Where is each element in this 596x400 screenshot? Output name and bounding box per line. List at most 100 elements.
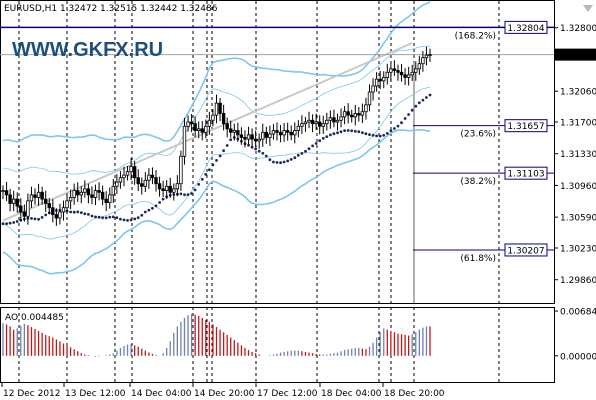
sar-dot bbox=[204, 173, 208, 176]
sar-dot bbox=[417, 101, 421, 105]
sar-dot bbox=[40, 216, 44, 219]
candle-body bbox=[40, 191, 44, 200]
sar-dot bbox=[126, 219, 129, 222]
sar-dot bbox=[272, 160, 275, 164]
candle-body bbox=[182, 125, 187, 157]
candle-body bbox=[257, 138, 261, 142]
candle-body bbox=[303, 121, 308, 125]
price-tick-label: 1.31700 bbox=[560, 119, 596, 129]
candle-body bbox=[364, 104, 368, 113]
candle-body bbox=[150, 174, 155, 179]
sar-dot bbox=[5, 222, 8, 226]
sar-dot bbox=[122, 218, 126, 222]
candle-body bbox=[428, 54, 432, 57]
sar-dot bbox=[371, 133, 375, 137]
price-tick-label: 1.30230 bbox=[560, 245, 596, 255]
sar-dot bbox=[90, 214, 94, 218]
candle-body bbox=[175, 183, 180, 190]
candle-body bbox=[314, 121, 318, 125]
sar-dot bbox=[339, 130, 343, 134]
fib-level-label: (23.6%) bbox=[460, 130, 496, 140]
sar-dot bbox=[361, 131, 364, 135]
sar-dot bbox=[115, 216, 119, 220]
candle-body bbox=[111, 185, 116, 196]
candle-body bbox=[197, 128, 201, 131]
sar-dot bbox=[275, 161, 279, 164]
sar-dot bbox=[129, 218, 133, 222]
sar-dot bbox=[140, 213, 144, 217]
candle-body bbox=[317, 121, 322, 127]
sar-dot bbox=[289, 158, 293, 161]
sar-dot bbox=[364, 132, 368, 136]
sar-dot bbox=[119, 217, 122, 221]
candle-body bbox=[346, 111, 350, 116]
candle-body bbox=[232, 130, 236, 133]
sar-dot bbox=[353, 129, 357, 133]
candle-body bbox=[200, 128, 204, 133]
fib-price-label: 1.30207 bbox=[507, 246, 544, 256]
sar-dot bbox=[193, 188, 197, 192]
sar-dot bbox=[83, 212, 87, 216]
candle-body bbox=[44, 198, 48, 204]
price-tick-label: 1.30960 bbox=[560, 182, 596, 192]
sar-dot bbox=[101, 216, 104, 220]
candle-body bbox=[164, 185, 169, 191]
candle-body bbox=[189, 121, 194, 125]
candle-body bbox=[410, 71, 414, 76]
fib-price-label: 1.32804 bbox=[507, 24, 544, 34]
sar-dot bbox=[410, 108, 414, 112]
time-tick-label: 18 Dec 20:00 bbox=[384, 389, 445, 399]
sar-dot bbox=[332, 132, 336, 136]
candle-body bbox=[396, 70, 400, 73]
sar-dot bbox=[12, 221, 16, 224]
ao-tick-label: 0.00684 bbox=[560, 308, 596, 318]
sar-dot bbox=[161, 197, 165, 201]
sar-dot bbox=[104, 216, 108, 220]
candle-body bbox=[132, 166, 137, 179]
sar-dot bbox=[87, 213, 90, 216]
vertical-grid bbox=[18, 1, 500, 383]
candle-body bbox=[104, 198, 108, 203]
sar-dot bbox=[314, 142, 318, 145]
candle-body bbox=[357, 113, 361, 116]
candle-body bbox=[250, 134, 254, 140]
sar-dot bbox=[211, 163, 215, 167]
candle-body bbox=[72, 190, 76, 198]
sar-dot bbox=[400, 121, 403, 125]
candle-body bbox=[225, 123, 229, 130]
upper-inner-band bbox=[2, 45, 431, 175]
candle-body bbox=[157, 183, 162, 190]
sar-dot bbox=[346, 129, 350, 132]
candle-body bbox=[278, 131, 283, 136]
candle-body bbox=[207, 119, 212, 127]
sar-dot bbox=[151, 206, 154, 210]
candle-body bbox=[261, 131, 265, 140]
candle-body bbox=[328, 117, 333, 121]
sar-dot bbox=[136, 216, 140, 220]
sar-dot bbox=[343, 129, 346, 133]
sar-dot bbox=[154, 204, 158, 208]
sar-dot bbox=[15, 220, 19, 223]
sar-dot bbox=[279, 161, 282, 165]
sar-dot bbox=[133, 217, 137, 221]
parabolic-sar-dots bbox=[1, 93, 432, 226]
fib-price-box bbox=[504, 166, 548, 180]
sar-dot bbox=[200, 177, 204, 181]
sar-dot bbox=[421, 98, 425, 102]
sar-dot bbox=[321, 136, 325, 140]
candle-body bbox=[214, 102, 219, 116]
chart-shift-marker[interactable] bbox=[583, 5, 593, 12]
price-tick-label: 1.29860 bbox=[560, 276, 596, 286]
price-tick-label: 1.30590 bbox=[560, 214, 596, 224]
price-tick-label: 1.31330 bbox=[560, 150, 596, 160]
candle-body bbox=[218, 102, 222, 114]
candle-body bbox=[321, 123, 325, 127]
candle-body bbox=[264, 131, 269, 138]
bollinger-bands bbox=[2, 1, 431, 275]
candle-body bbox=[47, 203, 51, 209]
sar-dot bbox=[286, 159, 290, 163]
candle-body bbox=[65, 200, 69, 209]
sar-dot bbox=[147, 208, 151, 212]
candle-body bbox=[100, 191, 105, 200]
fib-level-label: (38.2%) bbox=[460, 177, 496, 187]
